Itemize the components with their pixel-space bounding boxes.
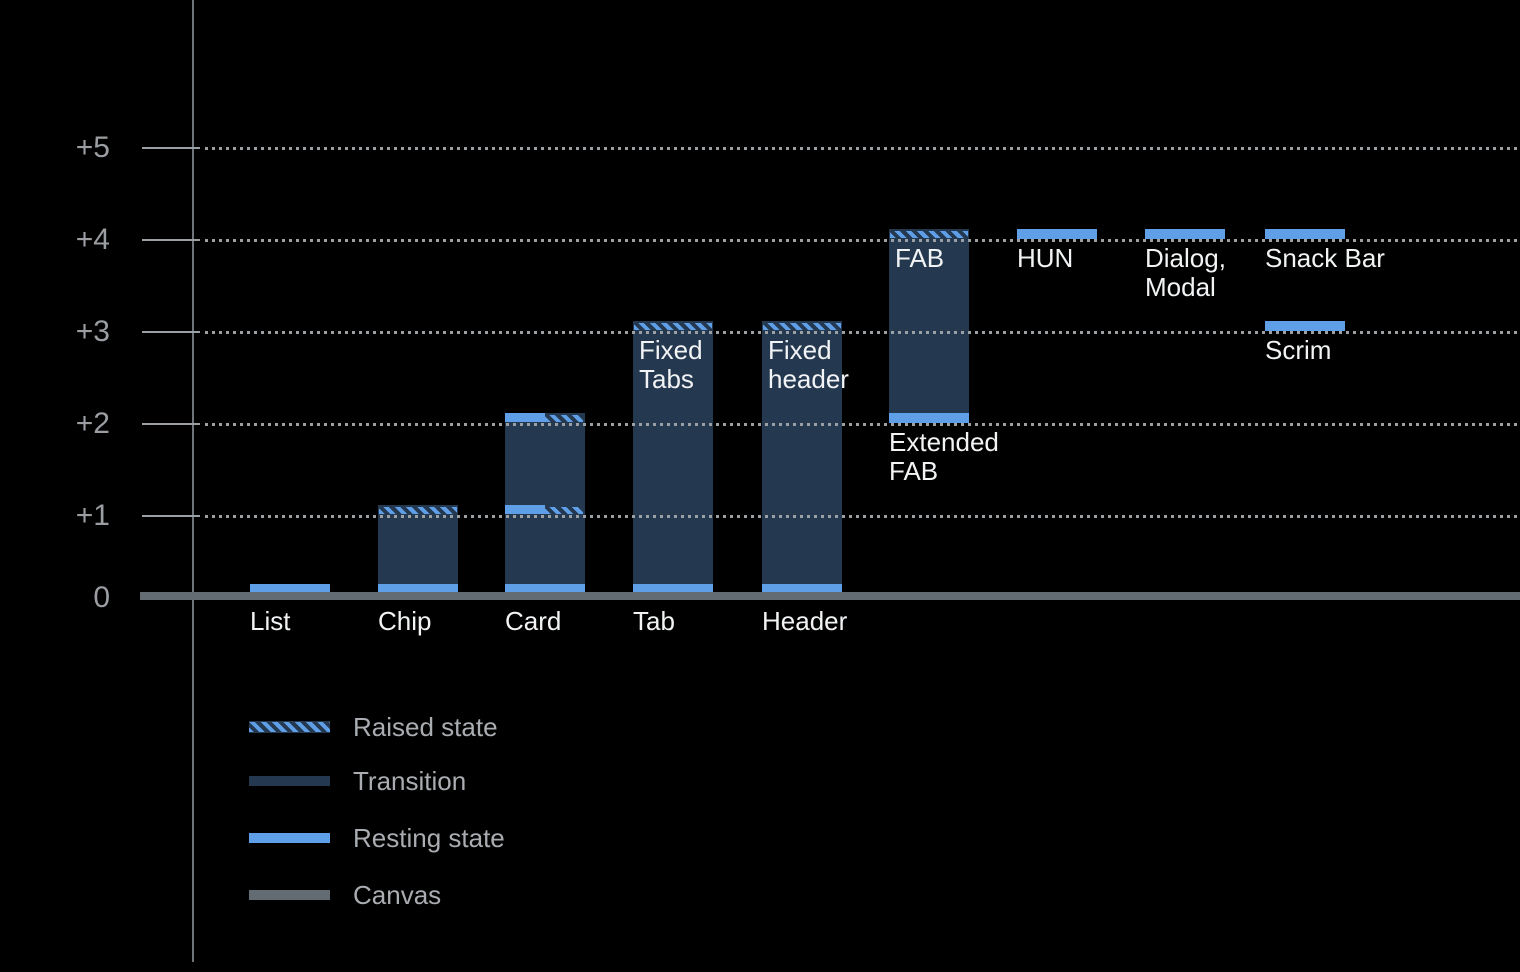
resting-half bbox=[505, 413, 545, 422]
bar-label-chip: Chip bbox=[378, 607, 431, 636]
gridline-+4 bbox=[205, 239, 1520, 242]
resting-band-chip bbox=[378, 584, 458, 592]
bar-label-line: Tab bbox=[633, 606, 675, 636]
legend-label-resting: Resting state bbox=[353, 823, 505, 853]
raised-resting-split-band-card bbox=[505, 505, 585, 516]
bar-label-hun: HUN bbox=[1017, 244, 1073, 273]
resting-band-snack-bar bbox=[1265, 229, 1345, 239]
bar-label-line: Tabs bbox=[639, 364, 694, 394]
transition-fill-card bbox=[505, 424, 585, 505]
gridline-+1 bbox=[205, 515, 1520, 518]
bar-label-line: Card bbox=[505, 606, 562, 636]
bar-label-line: HUN bbox=[1017, 243, 1074, 273]
y-tick-label-+1: +1 bbox=[75, 499, 110, 532]
resting-band-tab bbox=[633, 584, 713, 592]
bar-label-snack-bar: Snack Bar bbox=[1265, 244, 1385, 273]
bar-label-line: header bbox=[768, 364, 849, 394]
raised-band-chip bbox=[378, 505, 458, 516]
transition-fill-header bbox=[762, 332, 842, 584]
transition-fill-fab bbox=[889, 240, 969, 413]
transition-fill-card bbox=[505, 516, 585, 584]
raised-resting-split-band-card bbox=[505, 413, 585, 424]
bar-label-line: Fixed bbox=[639, 335, 703, 365]
raised-half bbox=[545, 415, 583, 422]
resting-band-scrim bbox=[1265, 321, 1345, 331]
gridline-+3 bbox=[205, 331, 1520, 334]
bar-label-line: Scrim bbox=[1265, 335, 1332, 365]
bar-label-tab: Tab bbox=[633, 607, 675, 636]
bar-label-list: List bbox=[250, 607, 290, 636]
bar-label-line: Header bbox=[762, 606, 848, 636]
bar-label-dialog-modal: Dialog, Modal bbox=[1145, 244, 1226, 302]
bar-label-line: Dialog, bbox=[1145, 243, 1226, 273]
transition-fill-chip bbox=[378, 516, 458, 584]
gridline-+5 bbox=[205, 147, 1520, 150]
y-tick-label-+2: +2 bbox=[75, 407, 110, 440]
bar-label-header: Fixed header bbox=[768, 336, 849, 394]
legend-swatch-canvas bbox=[249, 890, 330, 900]
y-axis-line bbox=[192, 0, 194, 962]
bar-label-line: Chip bbox=[378, 606, 432, 636]
bar-label-line: Snack Bar bbox=[1265, 243, 1385, 273]
legend-swatch-resting bbox=[249, 833, 330, 843]
bar-label-line: Modal bbox=[1145, 272, 1216, 302]
y-tick-label-+5: +5 bbox=[75, 131, 110, 164]
bar-label-fab: Extended FAB bbox=[889, 428, 999, 486]
bar-label-line: FAB bbox=[895, 243, 945, 273]
y-tick-label-0: 0 bbox=[93, 581, 110, 614]
gridline-+2 bbox=[205, 423, 1520, 426]
resting-band-list bbox=[250, 584, 330, 592]
bar-label-line: Fixed bbox=[768, 335, 832, 365]
resting-band-header bbox=[762, 584, 842, 592]
y-tick-label-+4: +4 bbox=[75, 223, 110, 256]
bar-label-header: Header bbox=[762, 607, 847, 636]
bar-label-line: Extended bbox=[889, 427, 999, 457]
y-tick-+4 bbox=[142, 239, 200, 241]
legend-swatch-hatched bbox=[249, 721, 330, 733]
resting-band-card bbox=[505, 584, 585, 592]
legend-label-canvas: Canvas bbox=[353, 880, 442, 910]
bar-label-tab: Fixed Tabs bbox=[639, 336, 703, 394]
bar-label-line: List bbox=[250, 606, 291, 636]
raised-band-tab bbox=[633, 321, 713, 332]
resting-band-hun bbox=[1017, 229, 1097, 239]
legend-label-hatched: Raised state bbox=[353, 712, 498, 742]
bar-label-scrim: Scrim bbox=[1265, 336, 1331, 365]
raised-half bbox=[545, 507, 583, 514]
resting-band-fab bbox=[889, 413, 969, 423]
raised-band-header bbox=[762, 321, 842, 332]
y-tick-label-+3: +3 bbox=[75, 315, 110, 348]
legend-label-transition: Transition bbox=[353, 766, 467, 796]
bar-label-card: Card bbox=[505, 607, 561, 636]
bar-label-fab: FAB bbox=[895, 244, 944, 273]
y-tick-+2 bbox=[142, 423, 200, 425]
y-tick-+1 bbox=[142, 515, 200, 517]
y-tick-+5 bbox=[142, 147, 200, 149]
resting-band-dialog-modal bbox=[1145, 229, 1225, 239]
raised-band-fab bbox=[889, 229, 969, 240]
bar-label-line: FAB bbox=[889, 456, 939, 486]
legend-swatch-transition bbox=[249, 776, 330, 786]
y-tick-+3 bbox=[142, 331, 200, 333]
resting-half bbox=[505, 505, 545, 514]
canvas-baseline bbox=[140, 592, 1520, 600]
transition-fill-tab bbox=[633, 332, 713, 584]
